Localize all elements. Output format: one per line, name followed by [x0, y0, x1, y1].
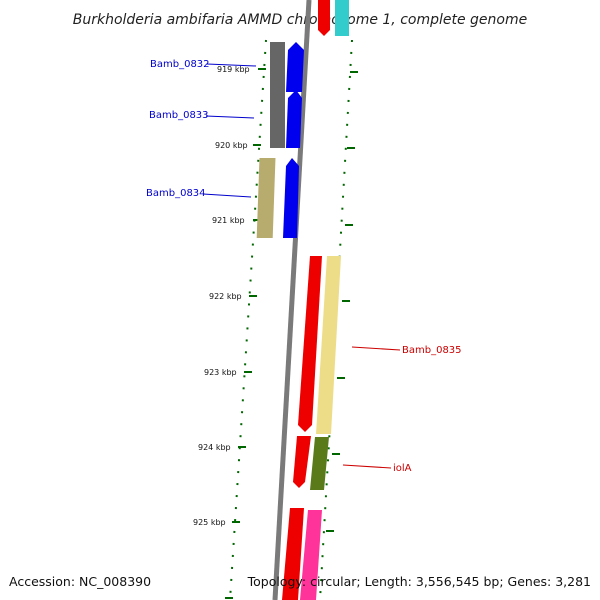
gene-gray-1[interactable] — [270, 42, 285, 148]
tick-label: 924 kbp — [198, 443, 231, 452]
gene-red-bottom[interactable] — [282, 508, 304, 600]
leader-line — [206, 63, 257, 67]
right-ticks — [326, 71, 358, 532]
gene-blue-3[interactable] — [283, 158, 299, 238]
leader-line — [205, 115, 255, 119]
leader-line — [351, 346, 401, 351]
gene-label-bamb-0834[interactable]: Bamb_0834 — [146, 188, 206, 199]
tick-label: 919 kbp — [217, 65, 250, 74]
gene-blue-2[interactable] — [286, 90, 302, 148]
gene-label-bamb-0833[interactable]: Bamb_0833 — [149, 110, 209, 121]
tick-label: 923 kbp — [204, 368, 237, 377]
leader-line — [202, 193, 252, 198]
tick-label: 925 kbp — [193, 518, 226, 527]
gene-red-long[interactable] — [298, 256, 322, 432]
gene-label-bamb-0832[interactable]: Bamb_0832 — [150, 59, 210, 70]
gene-blue-1[interactable] — [286, 42, 304, 92]
gene-magenta-bottom[interactable] — [300, 510, 322, 600]
gene-olive[interactable] — [310, 437, 329, 490]
tick-label: 922 kbp — [209, 292, 242, 301]
gene-yellow-long[interactable] — [316, 256, 341, 434]
chromosome-backbone — [272, 0, 312, 600]
leader-line — [342, 464, 392, 469]
gene-label-bamb-0835[interactable]: Bamb_0835 — [402, 345, 462, 356]
tick-label: 920 kbp — [215, 141, 248, 150]
accession-text: Accession: NC_008390 — [9, 574, 151, 589]
gene-khaki[interactable] — [256, 158, 276, 238]
topology-text: Topology: circular; Length: 3,556,545 bp… — [247, 574, 591, 589]
gene-cyan-top[interactable] — [335, 0, 349, 36]
major-ticks: 919 kbp 920 kbp 921 kbp 922 kbp 923 kbp … — [193, 65, 266, 599]
gene-red-top[interactable] — [318, 0, 330, 36]
map-title: Burkholderia ambifaria AMMD chromosome 1… — [73, 12, 527, 28]
left-ruler-dots — [229, 39, 267, 600]
gene-label-iola[interactable]: iolA — [393, 463, 412, 474]
tick-label: 921 kbp — [212, 216, 245, 225]
gene-red-short[interactable] — [293, 436, 311, 488]
